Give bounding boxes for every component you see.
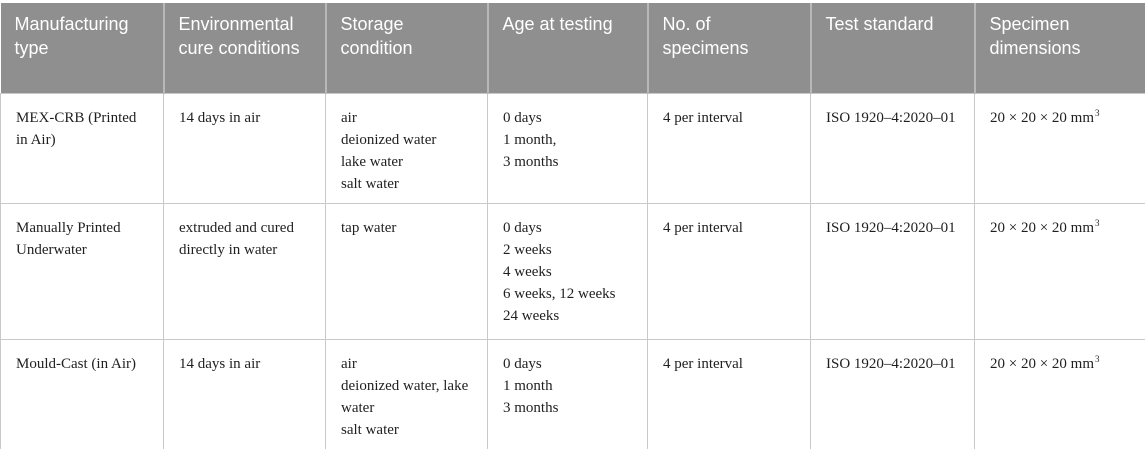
superscript: 3 <box>1095 353 1100 364</box>
cell-line: 20 × 20 × 20 mm3 <box>990 107 1135 130</box>
cell-line: 3 months <box>503 153 559 170</box>
cell-line: 6 weeks, 12 weeks <box>503 285 616 302</box>
cell-cure-conditions: 14 days in air <box>163 338 326 449</box>
cell-num-specimens: 4 per interval <box>647 338 811 449</box>
cell-line: 3 months <box>503 399 559 416</box>
cell-line: 24 weeks <box>503 307 560 324</box>
cell-test-standard: ISO 1920–4:2020–01 <box>810 92 975 204</box>
cell-line: 1 month, <box>503 131 557 148</box>
cell-age-at-testing: 0 days 1 month, 3 months <box>487 92 648 204</box>
column-header-storage-condition: Storage condition <box>324 3 488 93</box>
cell-cure-conditions: extruded and cured directly in water <box>163 202 326 340</box>
cell-line: 4 per interval <box>663 109 743 126</box>
cell-line: Underwater <box>16 241 87 258</box>
cell-line: 20 × 20 × 20 mm3 <box>990 217 1135 240</box>
cell-line: air <box>341 355 357 372</box>
cell-line: directly in water <box>179 241 278 258</box>
cell-manufacturing-type: MEX-CRB (Printed in Air) <box>0 92 164 204</box>
superscript: 3 <box>1095 107 1100 118</box>
cell-line: 14 days in air <box>179 109 261 126</box>
column-header-cure-conditions: Environmental cure conditions <box>162 3 326 93</box>
cell-line: extruded and cured <box>179 219 294 236</box>
cell-age-at-testing: 0 days 1 month 3 months <box>487 338 648 449</box>
cell-specimen-dimensions: 20 × 20 × 20 mm3 <box>974 338 1145 449</box>
cell-line: air <box>341 109 357 126</box>
table-row: MEX-CRB (Printed in Air) 14 days in air air… <box>0 92 1145 204</box>
cell-line: Mould-Cast (in Air) <box>16 355 136 372</box>
column-header-manufacturing-type: Manufacturing type <box>0 3 164 93</box>
cell-cure-conditions: 14 days in air <box>163 92 326 204</box>
cell-line: MEX-CRB (Printed <box>16 109 137 126</box>
cell-line: 1 month <box>503 377 553 394</box>
cell-line: deionized water, lake <box>341 377 469 394</box>
cell-storage-condition: tap water <box>325 202 488 340</box>
cell-line: 4 per interval <box>663 219 743 236</box>
cell-line: deionized water <box>341 131 437 148</box>
dimension-value: 20 × 20 × 20 mm <box>990 355 1095 372</box>
cell-line: 2 weeks <box>503 241 552 258</box>
cell-test-standard: ISO 1920–4:2020–01 <box>810 338 975 449</box>
cell-line: 0 days <box>503 355 542 372</box>
cell-specimen-dimensions: 20 × 20 × 20 mm3 <box>974 202 1145 340</box>
cell-line: 4 weeks <box>503 263 552 280</box>
cell-age-at-testing: 0 days 2 weeks 4 weeks 6 weeks, 12 weeks 24 … <box>487 202 648 340</box>
cell-line: lake water <box>341 153 404 170</box>
header-row: Manufacturing type Environmental cure con… <box>0 3 1145 93</box>
cell-num-specimens: 4 per interval <box>647 92 811 204</box>
cell-storage-condition: air deionized water, lake water salt water <box>325 338 488 449</box>
column-header-age-at-testing: Age at testing <box>486 3 648 93</box>
table-body: MEX-CRB (Printed in Air) 14 days in air air… <box>0 92 1145 449</box>
table-row: Mould-Cast (in Air) 14 days in air air deio… <box>0 338 1145 449</box>
cell-line: in Air) <box>16 131 56 148</box>
cell-line: 0 days <box>503 219 542 236</box>
table-row: Manually Printed Underwater extruded and c… <box>0 202 1145 340</box>
specimen-table: Manufacturing type Environmental cure con… <box>0 3 1145 449</box>
cell-line: Manually Printed <box>16 219 121 236</box>
column-header-specimen-dimensions: Specimen dimensions <box>973 3 1145 93</box>
cell-line: tap water <box>341 219 397 236</box>
cell-line: ISO 1920–4:2020–01 <box>826 355 956 372</box>
superscript: 3 <box>1095 217 1100 228</box>
cell-storage-condition: air deionized water lake water salt water <box>325 92 488 204</box>
cell-line: ISO 1920–4:2020–01 <box>826 109 956 126</box>
cell-line: 20 × 20 × 20 mm3 <box>990 353 1135 376</box>
cell-test-standard: ISO 1920–4:2020–01 <box>810 202 975 340</box>
cell-line: water <box>341 399 375 416</box>
cell-manufacturing-type: Mould-Cast (in Air) <box>0 338 164 449</box>
cell-specimen-dimensions: 20 × 20 × 20 mm3 <box>974 92 1145 204</box>
cell-line: 0 days <box>503 109 542 126</box>
cell-line: 4 per interval <box>663 355 743 372</box>
dimension-value: 20 × 20 × 20 mm <box>990 109 1095 126</box>
cell-manufacturing-type: Manually Printed Underwater <box>0 202 164 340</box>
cell-num-specimens: 4 per interval <box>647 202 811 340</box>
cell-line: salt water <box>341 175 399 192</box>
column-header-test-standard: Test standard <box>809 3 975 93</box>
cell-line: 14 days in air <box>179 355 261 372</box>
column-header-num-specimens: No. of specimens <box>646 3 811 93</box>
cell-line: salt water <box>341 421 399 438</box>
cell-line: ISO 1920–4:2020–01 <box>826 219 956 236</box>
dimension-value: 20 × 20 × 20 mm <box>990 219 1095 236</box>
